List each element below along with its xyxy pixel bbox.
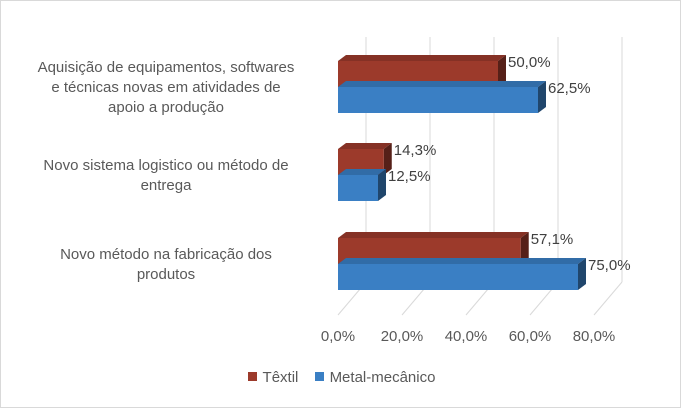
bar-side-face [498,55,506,87]
bar-top-face [338,81,546,87]
bar-top-face [338,232,529,238]
x-tick-label: 60,0% [509,328,552,345]
bar-side-face [578,258,586,290]
category-label: produtos [137,266,195,283]
legend-swatch-textil [247,372,257,381]
data-label: 57,1% [531,231,574,248]
data-label: 62,5% [548,80,591,97]
legend-item-textil: Têxtil [247,369,299,386]
x-tick-label: 40,0% [445,328,488,345]
bar-top-face [338,258,586,264]
category-label: e técnicas novas em atividades de [51,79,280,96]
bar [338,264,578,290]
data-label: 12,5% [388,168,431,185]
legend: Têxtil Metal-mecânico [1,369,681,386]
bar-side-face [378,169,386,201]
legend-item-metal: Metal-mecânico [314,369,436,386]
bar [338,175,378,201]
bar-side-face [538,81,546,113]
bar-top-face [338,143,392,149]
data-label: 50,0% [508,54,551,71]
category-label: Aquisição de equipamentos, softwares [38,59,295,76]
data-label: 14,3% [394,142,437,159]
x-tick-label: 20,0% [381,328,424,345]
bar-side-face [520,232,529,264]
category-label: apoio a produção [108,99,224,116]
bar-side-face [383,143,392,175]
floor-gridline [593,281,623,316]
category-label: Novo método na fabricação dos [60,246,272,263]
legend-label-textil: Têxtil [262,369,299,386]
legend-label-metal: Metal-mecânico [329,369,436,386]
bar-top-face [338,169,386,175]
data-label: 75,0% [588,257,631,274]
legend-swatch-metal [314,372,324,381]
category-label: entrega [141,177,193,194]
bar [338,87,538,113]
category-label: Novo sistema logistico ou método de [43,157,288,174]
x-tick-label: 0,0% [321,328,355,345]
bar-top-face [338,55,506,61]
x-tick-label: 80,0% [573,328,616,345]
